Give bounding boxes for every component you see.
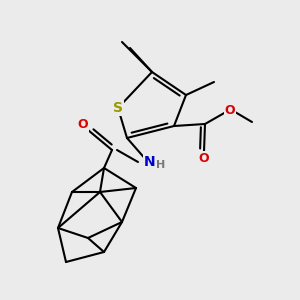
Text: O: O <box>199 152 209 164</box>
Text: N: N <box>144 155 156 169</box>
Text: S: S <box>113 101 123 115</box>
Text: O: O <box>225 104 235 118</box>
Text: O: O <box>78 118 88 131</box>
Text: H: H <box>156 160 166 170</box>
